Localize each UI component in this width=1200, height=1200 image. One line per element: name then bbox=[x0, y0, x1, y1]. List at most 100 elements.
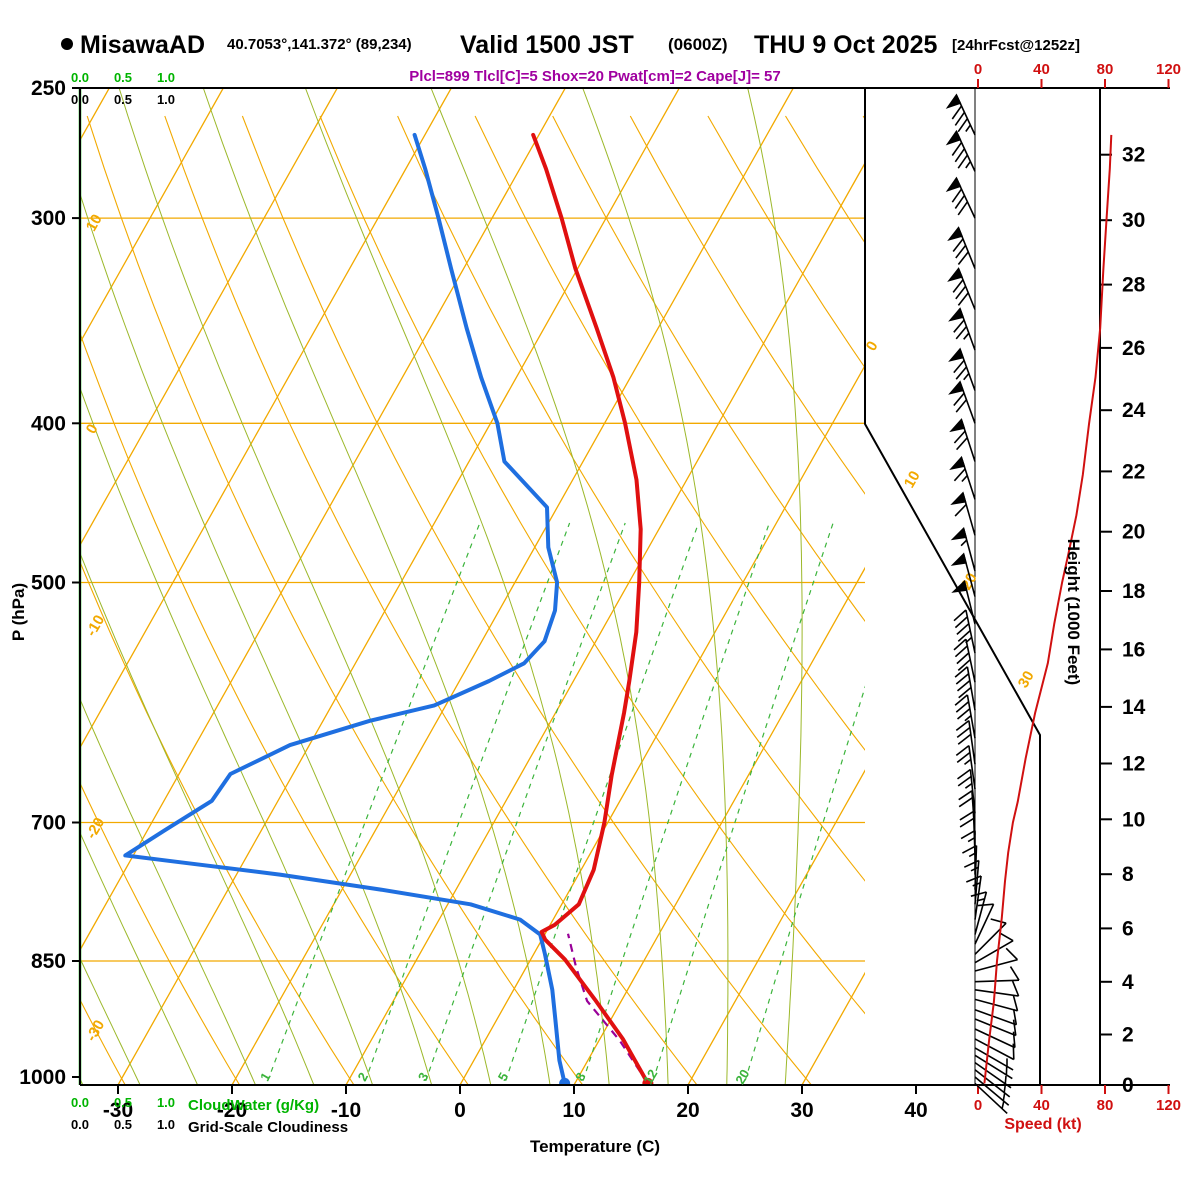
isotherm-line bbox=[345, 161, 865, 1085]
isotherm-line bbox=[80, 88, 452, 749]
wind-barb bbox=[974, 932, 1014, 964]
wind-barb bbox=[959, 810, 976, 856]
mixing-ratio-line bbox=[581, 522, 770, 1085]
wind-barb bbox=[950, 491, 976, 536]
speed-tick-label-bottom: 40 bbox=[1033, 1097, 1050, 1114]
station-marker-dot bbox=[61, 38, 73, 50]
speed-tick-label-bottom: 80 bbox=[1097, 1097, 1114, 1114]
profiles-layer bbox=[123, 132, 654, 1085]
dry-adiabat-line bbox=[474, 115, 865, 751]
cloudiness-scale-bottom: 0.5 bbox=[114, 1117, 132, 1132]
height-tick-label: 24 bbox=[1122, 399, 1146, 422]
wind-barb bbox=[974, 1082, 1008, 1114]
dry-adiabat-line bbox=[80, 998, 126, 1085]
dry-adiabat-line bbox=[1096, 116, 1200, 1119]
temperature-tick-label: 0 bbox=[454, 1099, 466, 1122]
height-tick-label: 2 bbox=[1122, 1024, 1134, 1047]
wind-barb bbox=[950, 526, 976, 572]
speed-tick-label-top: 40 bbox=[1033, 61, 1050, 78]
dry-adiabat-line bbox=[862, 115, 865, 120]
dry-adiabat-line bbox=[80, 331, 469, 1085]
mixing-ratio-label: 5 bbox=[495, 1070, 512, 1084]
wind-barb bbox=[974, 1047, 1014, 1071]
mixing-ratio-label: 3 bbox=[415, 1070, 432, 1084]
isotherm-line bbox=[117, 88, 680, 1085]
isotherm-label-left: -30 bbox=[83, 1017, 109, 1044]
wind-barb bbox=[948, 307, 976, 351]
cloudiness-scale-top: 0.5 bbox=[114, 92, 132, 107]
temperature-profile-line bbox=[531, 132, 650, 1085]
cloudwater-scale-top: 1.0 bbox=[157, 70, 175, 85]
speed-tick-label-bottom: 120 bbox=[1156, 1097, 1181, 1114]
cloudiness-scale-top: 1.0 bbox=[157, 92, 175, 107]
speed-tick-label-top: 80 bbox=[1097, 61, 1114, 78]
height-tick-label: 32 bbox=[1122, 144, 1145, 167]
wind-barb bbox=[970, 891, 988, 935]
cloudwater-scale-top: 0.5 bbox=[114, 70, 132, 85]
temperature-tick-label: -20 bbox=[217, 1099, 247, 1122]
wind-barbs-layer bbox=[945, 93, 1020, 1114]
moist-adiabat-line bbox=[80, 386, 374, 1085]
isotherm-label-right: 10 bbox=[901, 468, 924, 491]
cloudiness-scale-bottom: 0.0 bbox=[71, 1117, 89, 1132]
height-tick-label: 30 bbox=[1122, 209, 1145, 232]
wind-barb bbox=[945, 129, 976, 172]
wind-barb bbox=[974, 1076, 1010, 1106]
wind-barb bbox=[974, 1061, 1012, 1089]
wind-barb bbox=[974, 980, 1020, 997]
height-tick-label: 20 bbox=[1122, 521, 1145, 544]
cloudwater-scale-bottom: 1.0 bbox=[157, 1095, 175, 1110]
wind-barb bbox=[953, 609, 976, 654]
wind-barb bbox=[965, 875, 982, 920]
plot-borders bbox=[79, 87, 1170, 1086]
moist-adiabat-line bbox=[80, 831, 199, 1085]
moist-adiabat-line bbox=[118, 88, 492, 1085]
mixing-ratio-line bbox=[503, 522, 700, 1085]
speed-tick-label-top: 120 bbox=[1156, 61, 1181, 78]
wind-barb bbox=[974, 1054, 1013, 1080]
dry-adiabat-line bbox=[707, 115, 865, 369]
speed-tick-label-bottom: 0 bbox=[974, 1097, 982, 1114]
mixing-ratio-line bbox=[743, 685, 865, 1085]
wind-barb bbox=[974, 1038, 1015, 1061]
isotherm-label-left: -10 bbox=[83, 612, 109, 639]
temperature-tick-label: 10 bbox=[562, 1099, 585, 1122]
wind-barb bbox=[974, 1018, 1017, 1037]
moist-adiabat-line bbox=[80, 551, 315, 1085]
pressure-tick-label: 400 bbox=[31, 412, 66, 435]
dry-adiabat-line bbox=[241, 115, 813, 1085]
cloudwater-scale-bottom: 0.5 bbox=[114, 1095, 132, 1110]
moist-adiabat-line bbox=[80, 697, 257, 1085]
mixing-ratio-label: 2 bbox=[354, 1070, 371, 1084]
wind-barb bbox=[948, 347, 976, 391]
speed-axis-label: Speed (kt) bbox=[1004, 1116, 1081, 1133]
dry-adiabat-line bbox=[164, 115, 698, 1085]
pressure-tick-label: 700 bbox=[31, 812, 66, 835]
dry-adiabat-line bbox=[80, 560, 355, 1085]
isotherm-line bbox=[231, 88, 794, 1085]
temperature-tick-label: -30 bbox=[103, 1099, 133, 1122]
sounding-parameters: Plcl=899 Tlcl[C]=5 Shox=20 Pwat[cm]=2 Ca… bbox=[409, 68, 780, 85]
skewt-background bbox=[80, 88, 1200, 1119]
isotherm-label-left: 10 bbox=[83, 211, 106, 234]
isotherm-line bbox=[80, 88, 224, 344]
mixing-ratio-label: 1 bbox=[257, 1070, 274, 1084]
pressure-tick-label: 500 bbox=[31, 572, 66, 595]
dry-adiabat-line bbox=[80, 781, 241, 1085]
wind-barb bbox=[947, 226, 976, 269]
height-tick-label: 0 bbox=[1122, 1074, 1134, 1097]
wind-barb bbox=[945, 176, 976, 219]
wind-barb bbox=[962, 844, 978, 890]
wind-barb bbox=[963, 859, 980, 905]
wind-barb bbox=[953, 638, 976, 683]
wind-barb bbox=[974, 966, 1020, 983]
dry-adiabat-line bbox=[552, 115, 865, 623]
wind-barb bbox=[951, 579, 976, 625]
pressure-tick-label: 300 bbox=[31, 207, 66, 230]
temperature-tick-label: 40 bbox=[904, 1099, 927, 1122]
height-tick-label: 26 bbox=[1122, 337, 1145, 360]
zulu-time: (0600Z) bbox=[668, 35, 728, 54]
wind-barb bbox=[945, 93, 976, 136]
